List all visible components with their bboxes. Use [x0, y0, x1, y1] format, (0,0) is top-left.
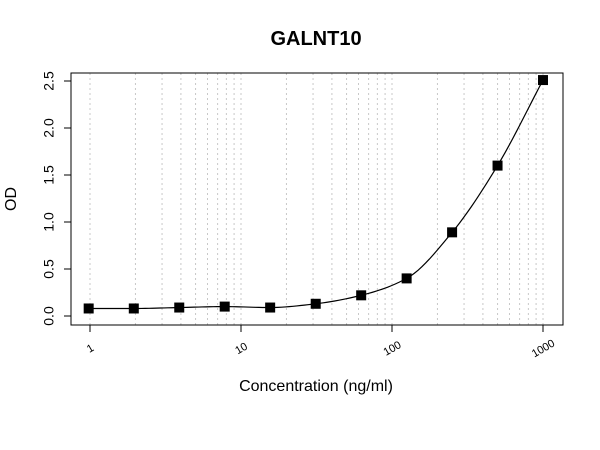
- plot-frame: [70, 72, 564, 326]
- x-tick-label: 1: [85, 342, 96, 355]
- data-point: [219, 301, 230, 312]
- grid: [89, 73, 544, 325]
- data-point: [310, 298, 321, 309]
- data-point: [174, 302, 185, 313]
- y-tick-label: 1.0: [41, 212, 57, 232]
- x-tick-label: 100: [382, 339, 404, 359]
- fit-curve-group: [88, 79, 544, 310]
- y-tick-label: 1.5: [41, 165, 57, 185]
- data-point: [128, 303, 139, 314]
- data-point: [356, 290, 367, 301]
- y-tick-label: 2.0: [41, 118, 57, 138]
- x-tick-label: 10: [233, 341, 250, 358]
- y-tick-label: 0.5: [41, 259, 57, 279]
- data-points: [83, 75, 548, 314]
- x-tick-label: 1000: [530, 338, 557, 361]
- x-axis: 1 10 100 1000: [85, 324, 557, 361]
- y-tick-label: 0.0: [41, 306, 57, 326]
- data-point: [447, 227, 458, 238]
- chart-title: GALNT10: [270, 28, 361, 50]
- x-axis-label: Concentration (ng/ml): [239, 378, 393, 395]
- fit-curve: [88, 79, 544, 310]
- data-point: [492, 160, 503, 171]
- data-point: [265, 302, 276, 313]
- y-axis-label: OD: [3, 187, 20, 211]
- y-axis: 0.0 0.5 1.0 1.5 2.0 2.5: [41, 71, 72, 326]
- data-point: [401, 273, 412, 284]
- data-point: [83, 303, 94, 314]
- y-tick-label: 2.5: [41, 71, 57, 91]
- data-point: [538, 75, 548, 86]
